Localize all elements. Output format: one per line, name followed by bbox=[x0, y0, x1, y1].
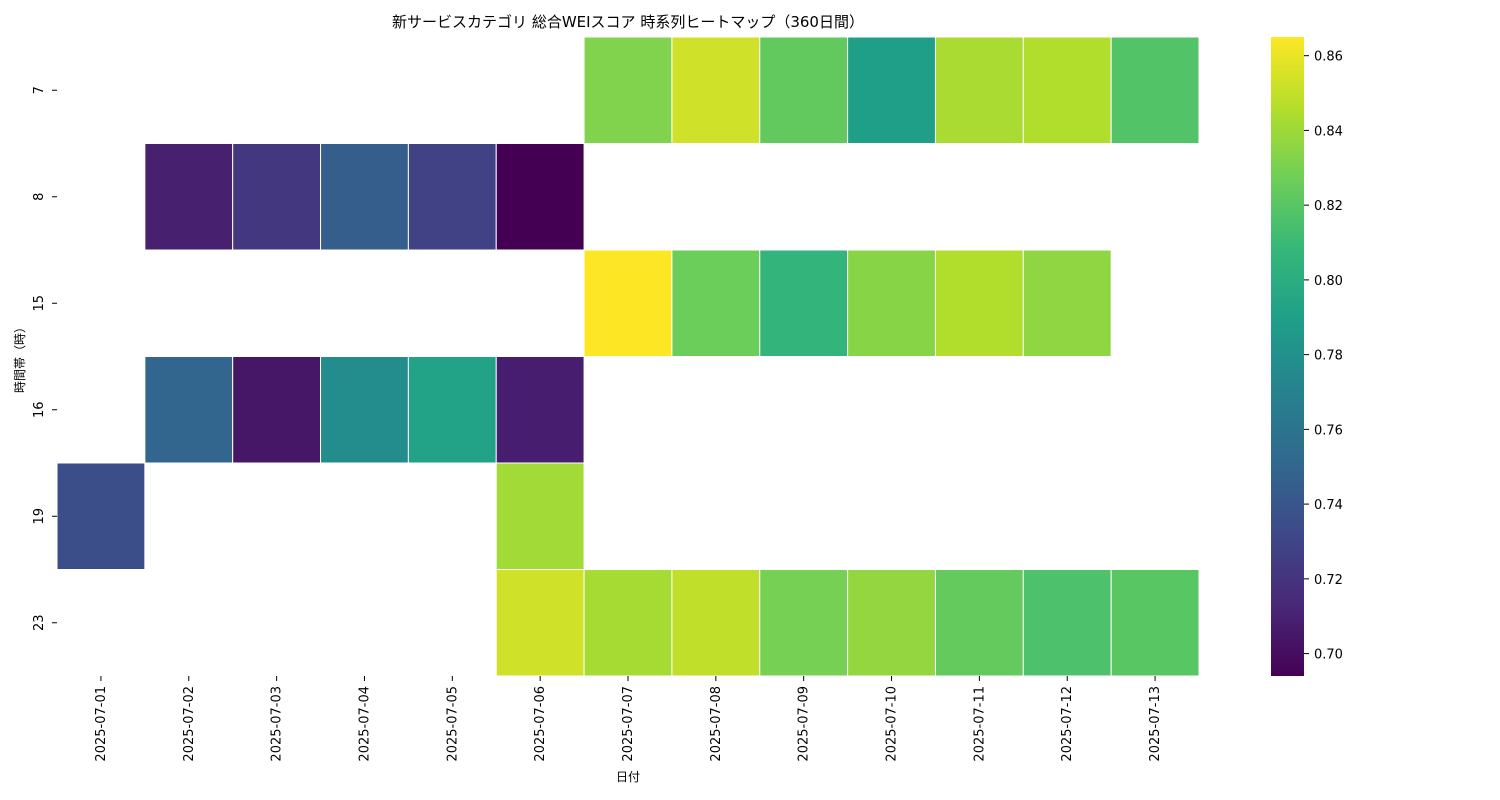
heatmap-cell bbox=[1022, 249, 1112, 357]
heatmap-cell bbox=[1022, 36, 1112, 144]
heatmap-cell bbox=[407, 143, 497, 251]
heatmap-cell bbox=[144, 143, 234, 251]
heatmap-cell bbox=[232, 356, 322, 464]
heatmap-cell bbox=[934, 249, 1024, 357]
x-tick-label: 2025-07-03 bbox=[270, 686, 285, 762]
y-axis-ticks: 7 8 15 16 19 23 bbox=[32, 86, 57, 631]
heatmap-cell bbox=[144, 356, 234, 464]
heatmap-cell bbox=[1022, 569, 1112, 677]
x-tick-label: 2025-07-06 bbox=[533, 686, 548, 762]
heatmap-cell bbox=[407, 356, 497, 464]
heatmap-cell bbox=[1110, 569, 1200, 677]
x-tick-label: 2025-07-05 bbox=[445, 686, 460, 762]
heatmap-cell bbox=[495, 462, 585, 570]
colorbar-gradient bbox=[1271, 37, 1304, 676]
heatmap-cell bbox=[934, 569, 1024, 677]
x-tick-label: 2025-07-10 bbox=[885, 686, 900, 762]
x-tick-label: 2025-07-04 bbox=[357, 686, 372, 762]
y-tick-label: 7 bbox=[32, 86, 47, 94]
colorbar-tick-label: 0.80 bbox=[1314, 274, 1343, 289]
heatmap-cell bbox=[847, 36, 936, 144]
x-axis-label: 日付 bbox=[616, 770, 640, 784]
heatmap-cell bbox=[56, 462, 146, 570]
heatmap-cell bbox=[934, 36, 1024, 144]
x-tick-label: 2025-07-07 bbox=[621, 686, 636, 762]
x-tick-label: 2025-07-08 bbox=[709, 686, 724, 762]
heatmap-cell bbox=[847, 569, 936, 677]
heatmap-cell bbox=[320, 356, 409, 464]
colorbar-tick-label: 0.72 bbox=[1314, 573, 1343, 588]
colorbar-tick-label: 0.78 bbox=[1314, 349, 1343, 364]
colorbar-tick-label: 0.76 bbox=[1314, 423, 1343, 438]
x-tick-label: 2025-07-01 bbox=[94, 686, 109, 762]
heatmap-cell bbox=[671, 36, 761, 144]
colorbar: 0.70 0.72 0.74 0.76 0.78 0.80 0.82 0.84 0.86 bbox=[1271, 37, 1343, 676]
heatmap-cell bbox=[583, 569, 673, 677]
heatmap-cell bbox=[1110, 36, 1200, 144]
y-tick-label: 23 bbox=[32, 614, 47, 631]
heatmap-cell bbox=[759, 569, 849, 677]
colorbar-tick-label: 0.82 bbox=[1314, 199, 1343, 214]
heatmap-cell bbox=[847, 249, 936, 357]
y-tick-label: 19 bbox=[32, 508, 47, 525]
x-tick-label: 2025-07-09 bbox=[797, 686, 812, 762]
y-tick-label: 15 bbox=[32, 295, 47, 312]
heatmap-cell bbox=[759, 249, 849, 357]
x-axis-ticks: 2025-07-01 2025-07-02 2025-07-03 2025-07-04… bbox=[94, 676, 1163, 762]
heatmap-cell bbox=[232, 143, 322, 251]
heatmap-cell bbox=[495, 356, 585, 464]
heatmap-cell bbox=[583, 36, 673, 144]
x-tick-label: 2025-07-02 bbox=[182, 686, 197, 762]
colorbar-tick-label: 0.84 bbox=[1314, 124, 1343, 139]
heatmap-cell bbox=[495, 143, 585, 251]
heatmap-cells bbox=[56, 36, 1200, 677]
heatmap-cell bbox=[583, 249, 673, 357]
colorbar-tick-label: 0.70 bbox=[1314, 648, 1343, 663]
y-axis-label: 時間帯（時） bbox=[13, 321, 27, 393]
heatmap-cell bbox=[320, 143, 409, 251]
x-tick-label: 2025-07-13 bbox=[1148, 686, 1163, 762]
colorbar-tick-label: 0.74 bbox=[1314, 498, 1343, 513]
x-tick-label: 2025-07-11 bbox=[972, 686, 987, 762]
heatmap-cell bbox=[495, 569, 585, 677]
colorbar-tick-label: 0.86 bbox=[1314, 50, 1343, 65]
x-tick-label: 2025-07-12 bbox=[1060, 686, 1075, 762]
heatmap-cell bbox=[759, 36, 849, 144]
y-tick-label: 16 bbox=[32, 401, 47, 418]
heatmap-cell bbox=[671, 569, 761, 677]
chart-title: 新サービスカテゴリ 総合WEIスコア 時系列ヒートマップ（360日間） bbox=[392, 13, 864, 31]
heatmap-cell bbox=[671, 249, 761, 357]
y-tick-label: 8 bbox=[32, 193, 47, 201]
